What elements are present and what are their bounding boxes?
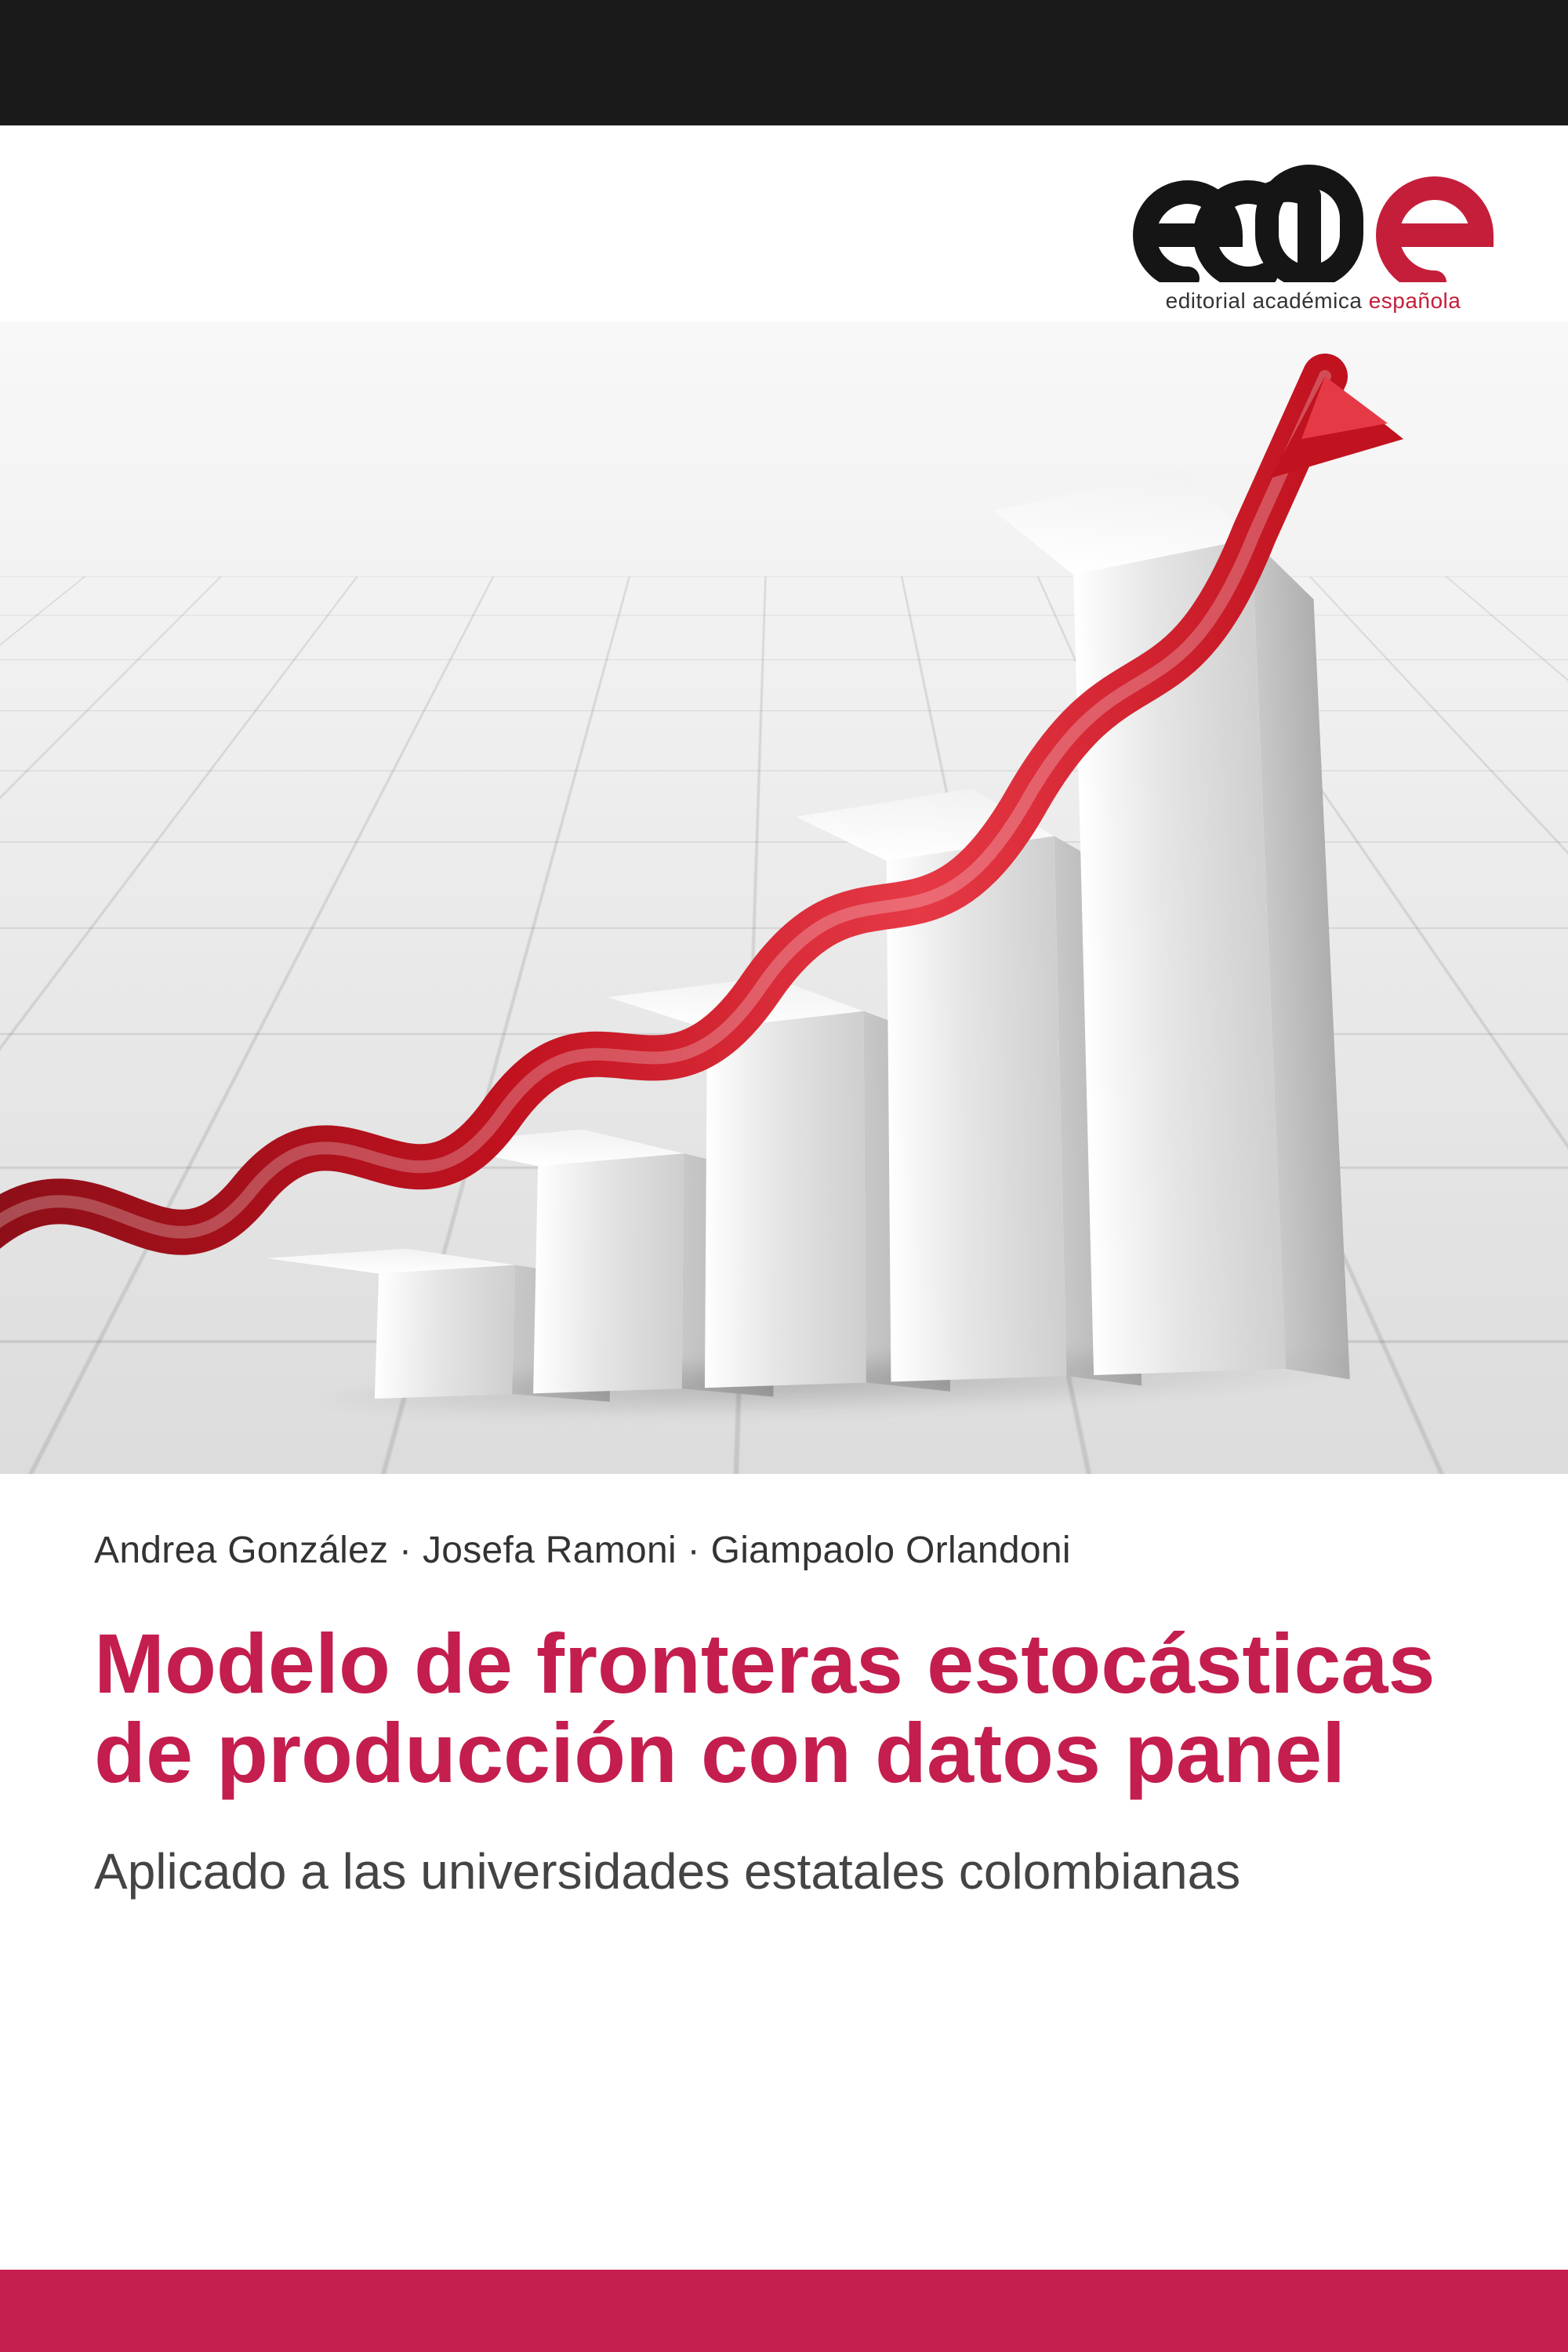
book-title: Modelo de fronteras estocásticas de prod…: [94, 1619, 1474, 1798]
authors-line: Andrea González · Josefa Ramoni · Giampa…: [94, 1529, 1474, 1572]
cover-illustration: [0, 321, 1568, 1474]
publisher-logo: editorial académica española: [1129, 149, 1497, 314]
bar-4: [887, 837, 1067, 1382]
bar-3: [705, 1011, 866, 1388]
bar-2: [533, 1154, 684, 1394]
tagline-highlight: española: [1369, 289, 1461, 313]
book-subtitle: Aplicado a las universidades estatales c…: [94, 1842, 1474, 1902]
top-bar: [0, 0, 1568, 125]
publisher-logo-tagline: editorial académica española: [1129, 289, 1497, 314]
eae-logo-icon: [1129, 149, 1497, 282]
bottom-bar: [0, 2270, 1568, 2352]
bar-1: [375, 1265, 515, 1399]
tagline-prefix: editorial académica: [1166, 289, 1369, 313]
text-content: Andrea González · Josefa Ramoni · Giampa…: [94, 1529, 1474, 1902]
bar-5: [1073, 539, 1286, 1375]
publisher-logo-mark: [1129, 149, 1497, 282]
